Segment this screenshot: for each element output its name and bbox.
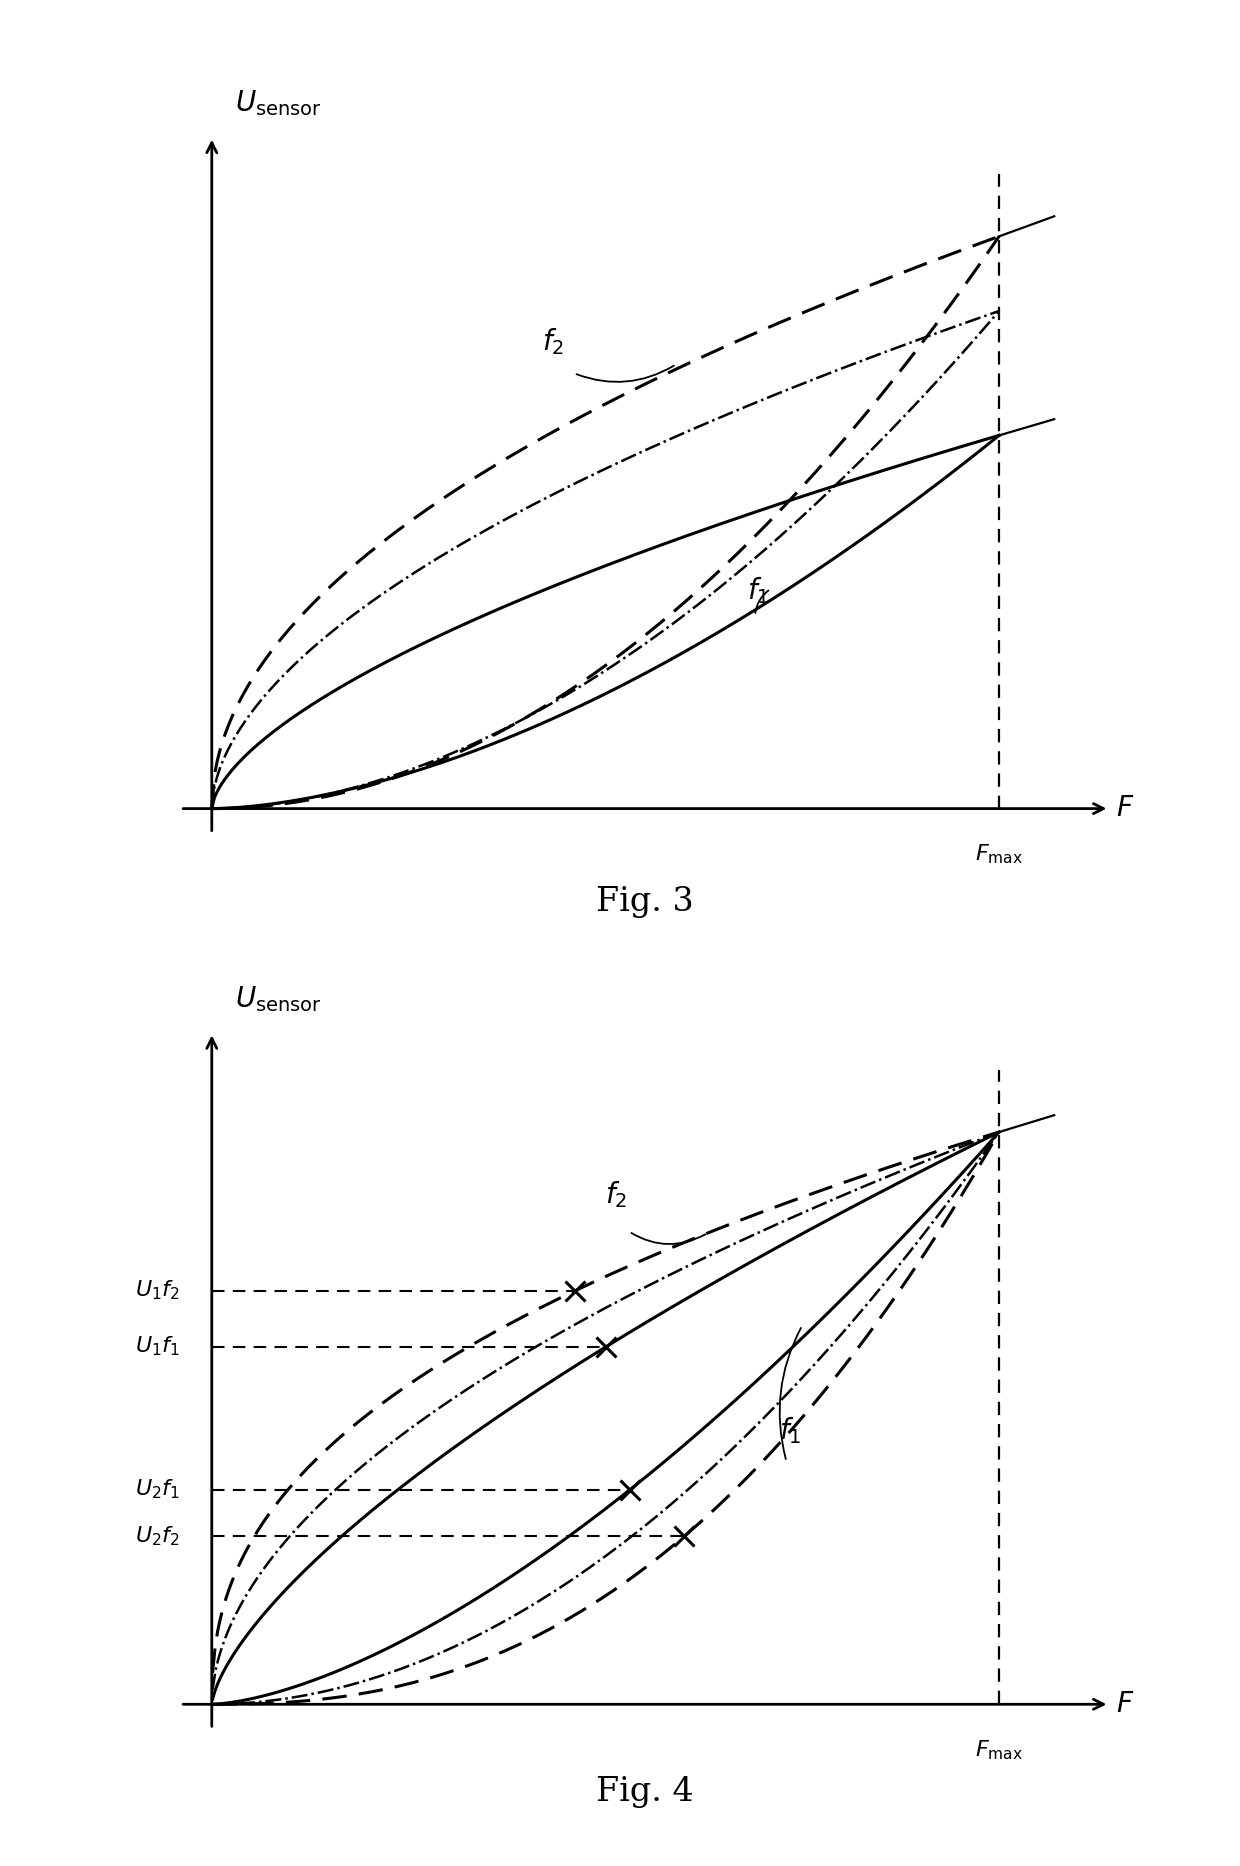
Text: $U_1f_2$: $U_1f_2$ [135, 1278, 180, 1302]
Text: $f_2$: $f_2$ [605, 1179, 627, 1209]
Text: $f_2$: $f_2$ [542, 327, 564, 358]
Text: $F_{\rm max}$: $F_{\rm max}$ [975, 1739, 1023, 1762]
Text: $F$: $F$ [1116, 1691, 1135, 1719]
Text: $U_2f_2$: $U_2f_2$ [135, 1525, 180, 1549]
Text: $f_1$: $f_1$ [748, 575, 770, 606]
Text: $U_2f_1$: $U_2f_1$ [135, 1478, 180, 1502]
Text: $f_1$: $f_1$ [779, 1414, 801, 1446]
Text: $U_1f_1$: $U_1f_1$ [135, 1334, 180, 1358]
Text: $U_{\rm sensor}$: $U_{\rm sensor}$ [236, 983, 322, 1013]
Text: Fig. 3: Fig. 3 [596, 886, 693, 918]
Text: $U_{\rm sensor}$: $U_{\rm sensor}$ [236, 88, 322, 118]
Text: $F$: $F$ [1116, 795, 1135, 823]
Text: $F_{\rm max}$: $F_{\rm max}$ [975, 843, 1023, 866]
Text: Fig. 4: Fig. 4 [596, 1776, 693, 1808]
